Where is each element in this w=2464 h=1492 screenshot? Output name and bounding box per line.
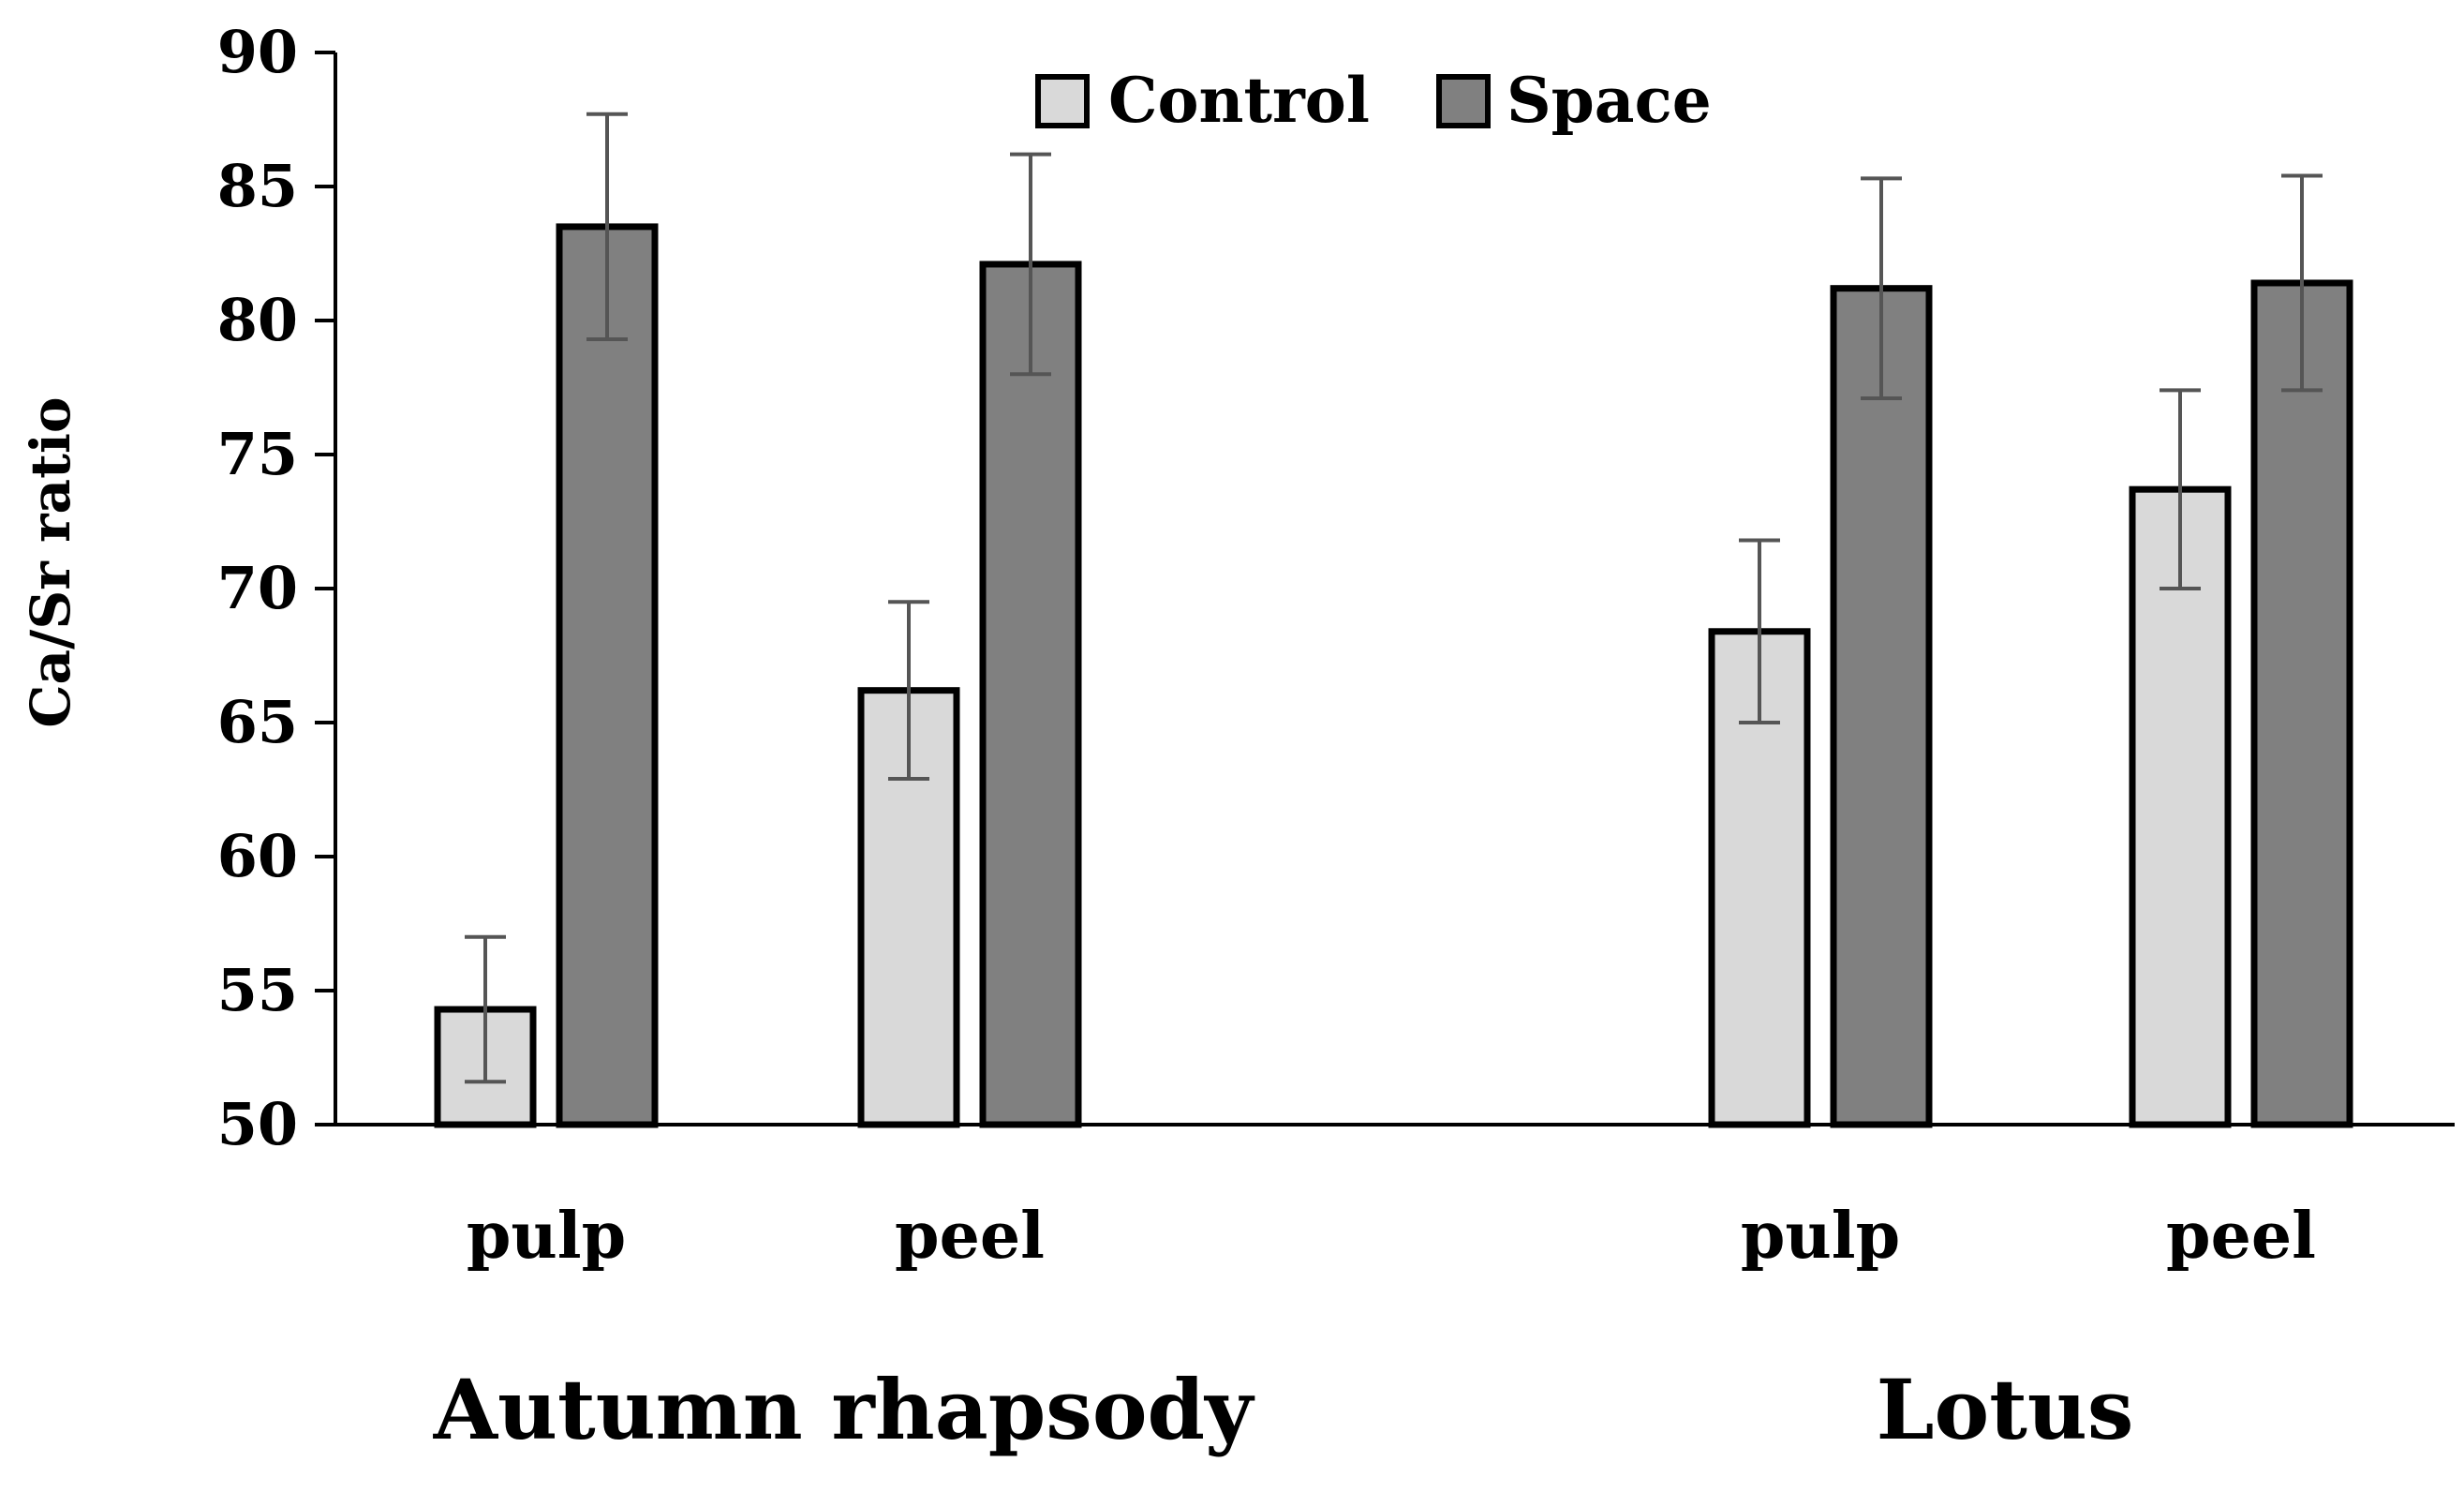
bar-space-0	[556, 223, 659, 1128]
y-tick-label: 85	[217, 152, 298, 220]
y-tick-label: 50	[217, 1090, 298, 1158]
y-tick-label: 80	[217, 286, 298, 354]
legend-label-space: Space	[1507, 64, 1712, 137]
legend-swatch-space	[1436, 74, 1491, 128]
bars	[434, 223, 2353, 1128]
bar-space-3	[2250, 279, 2353, 1128]
y-tick-label: 75	[217, 420, 298, 488]
y-tick-label: 70	[217, 554, 298, 622]
x-category-label: pulp	[1741, 1199, 1900, 1274]
error-bars	[465, 112, 2323, 1084]
y-tick-label: 55	[217, 956, 298, 1024]
bar-space-1	[979, 261, 1082, 1128]
x-category-label: pulp	[467, 1199, 626, 1274]
labels: 50 55 60 65 70 75 80 85 90 Ca/Sr ratio pulp peel pul…	[19, 18, 2316, 1458]
legend: Control Space	[1035, 64, 1712, 137]
x-group-label: Lotus	[1877, 1361, 2134, 1458]
y-tick-label: 90	[217, 18, 298, 86]
legend-swatch-control	[1035, 74, 1090, 128]
legend-label-control: Control	[1108, 64, 1370, 137]
bar-control-3	[2129, 485, 2232, 1128]
y-tick-label: 65	[217, 688, 298, 756]
x-group-label: Autumn rhapsody	[433, 1361, 1255, 1458]
x-category-label: peel	[2166, 1199, 2316, 1274]
bar-space-2	[1830, 285, 1933, 1128]
x-category-label: peel	[895, 1199, 1045, 1274]
y-tick-label: 60	[217, 822, 298, 890]
axes	[315, 51, 2455, 1126]
y-axis-title: Ca/Sr ratio	[19, 396, 82, 727]
